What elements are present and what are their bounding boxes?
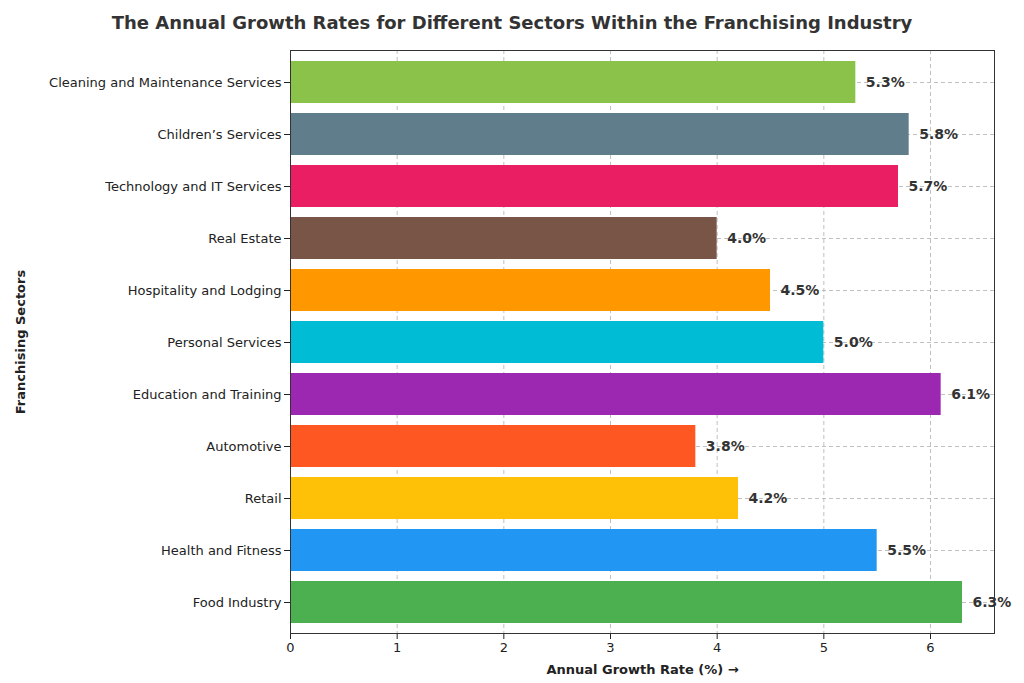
- svg-text:Cleaning and Maintenance Servi: Cleaning and Maintenance Services: [49, 75, 282, 90]
- svg-text:Technology and IT Services: Technology and IT Services: [104, 179, 281, 194]
- svg-text:5.8%: 5.8%: [919, 126, 958, 142]
- svg-text:Children’s Services: Children’s Services: [158, 127, 282, 142]
- svg-text:Real Estate: Real Estate: [208, 231, 281, 246]
- svg-text:6.1%: 6.1%: [951, 386, 990, 402]
- svg-text:4.5%: 4.5%: [781, 282, 820, 298]
- svg-text:6: 6: [926, 640, 934, 655]
- svg-text:2: 2: [500, 640, 508, 655]
- svg-text:6.3%: 6.3%: [973, 594, 1012, 610]
- svg-text:Education and Training: Education and Training: [133, 387, 282, 402]
- svg-text:Food Industry: Food Industry: [193, 595, 282, 610]
- svg-text:4.0%: 4.0%: [727, 230, 766, 246]
- svg-text:5.3%: 5.3%: [866, 74, 905, 90]
- svg-text:Health and Fitness: Health and Fitness: [161, 543, 282, 558]
- svg-text:Franchising Sectors: Franchising Sectors: [13, 270, 28, 415]
- svg-text:5.7%: 5.7%: [909, 178, 948, 194]
- svg-text:5.5%: 5.5%: [887, 542, 926, 558]
- svg-text:4.2%: 4.2%: [749, 490, 788, 506]
- svg-text:Hospitality and Lodging: Hospitality and Lodging: [128, 283, 282, 298]
- svg-text:3.8%: 3.8%: [706, 438, 745, 454]
- svg-text:Retail: Retail: [245, 491, 282, 506]
- svg-text:0: 0: [286, 640, 294, 655]
- svg-text:Personal Services: Personal Services: [167, 335, 281, 350]
- svg-text:Automotive: Automotive: [206, 439, 281, 454]
- svg-text:Annual Growth Rate (%) →: Annual Growth Rate (%) →: [546, 662, 738, 677]
- svg-text:5: 5: [820, 640, 828, 655]
- svg-text:5.0%: 5.0%: [834, 334, 873, 350]
- svg-text:1: 1: [393, 640, 401, 655]
- svg-text:4: 4: [713, 640, 721, 655]
- svg-text:3: 3: [606, 640, 614, 655]
- html-text:The Annual Growth Rates for Di: The Annual Growth Rates for Different Se…: [111, 12, 913, 33]
